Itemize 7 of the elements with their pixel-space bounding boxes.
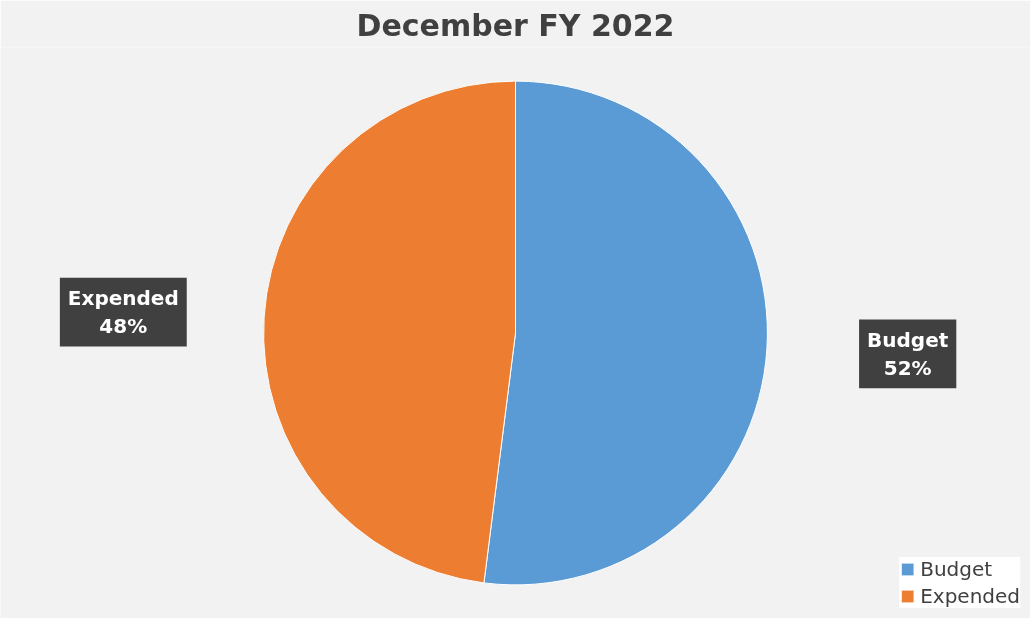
- data-label: 48%: [99, 314, 148, 339]
- slice-label: Expended: [67, 285, 179, 310]
- legend-label: Expended: [920, 584, 1020, 608]
- slice-label: Budget: [867, 327, 949, 352]
- data-label: 52%: [883, 356, 932, 381]
- legend-label: Budget: [920, 557, 993, 581]
- chart-title: December FY 2022: [356, 7, 675, 43]
